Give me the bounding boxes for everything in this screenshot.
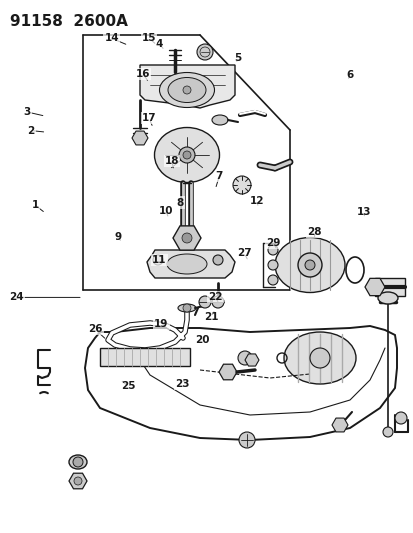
Circle shape [182,233,192,243]
Ellipse shape [166,254,206,274]
Text: 10: 10 [158,206,173,215]
Circle shape [74,477,82,485]
Text: 14: 14 [104,34,119,43]
Ellipse shape [274,238,344,293]
Text: 8: 8 [176,198,183,207]
Text: 12: 12 [249,197,263,206]
Circle shape [297,253,321,277]
Text: 7: 7 [215,171,223,181]
Circle shape [267,245,277,255]
Polygon shape [140,65,235,108]
Circle shape [267,260,277,270]
Circle shape [304,260,314,270]
Circle shape [212,255,223,265]
Text: 28: 28 [306,227,321,237]
Circle shape [73,457,83,467]
Text: 13: 13 [356,207,371,217]
Ellipse shape [154,127,219,182]
Polygon shape [331,418,347,432]
Text: 2: 2 [27,126,35,135]
Ellipse shape [69,455,87,469]
Text: 91158  2600A: 91158 2600A [10,14,128,29]
Bar [374,278,404,296]
Ellipse shape [178,304,195,312]
Circle shape [394,412,406,424]
Text: 22: 22 [207,293,222,302]
Circle shape [238,432,254,448]
Polygon shape [147,250,235,278]
Ellipse shape [159,72,214,108]
Text: 1: 1 [31,200,39,210]
Text: 4: 4 [155,39,163,49]
Circle shape [153,255,163,265]
Circle shape [197,44,212,60]
Polygon shape [173,226,201,250]
Polygon shape [85,326,396,440]
Polygon shape [69,473,87,489]
Circle shape [233,176,250,194]
Text: 27: 27 [236,248,251,258]
Text: 19: 19 [154,319,168,329]
Circle shape [183,151,190,159]
Ellipse shape [283,332,355,384]
Text: 26: 26 [88,325,102,334]
Text: 15: 15 [141,34,156,43]
Circle shape [211,296,223,308]
Circle shape [183,304,190,312]
Text: 23: 23 [174,379,189,389]
Text: 9: 9 [114,232,121,242]
Ellipse shape [168,77,206,102]
Text: 17: 17 [141,114,156,123]
Circle shape [237,351,252,365]
Text: 11: 11 [152,255,166,265]
Text: 21: 21 [203,312,218,322]
Circle shape [199,296,211,308]
Ellipse shape [377,292,397,304]
Text: 3: 3 [23,107,31,117]
Text: 5: 5 [234,53,241,62]
Circle shape [267,275,277,285]
Text: 24: 24 [9,293,24,302]
Circle shape [309,348,329,368]
Polygon shape [132,131,147,145]
Text: 16: 16 [135,69,150,78]
Text: 25: 25 [121,382,135,391]
Text: 20: 20 [195,335,210,345]
Polygon shape [218,364,236,380]
Text: 29: 29 [266,238,280,247]
Text: 6: 6 [345,70,353,79]
Polygon shape [244,354,259,366]
Circle shape [382,427,392,437]
Polygon shape [364,278,384,296]
Circle shape [178,147,195,163]
Text: 18: 18 [164,156,179,166]
Bar [100,348,190,366]
Circle shape [183,86,190,94]
Ellipse shape [211,115,228,125]
